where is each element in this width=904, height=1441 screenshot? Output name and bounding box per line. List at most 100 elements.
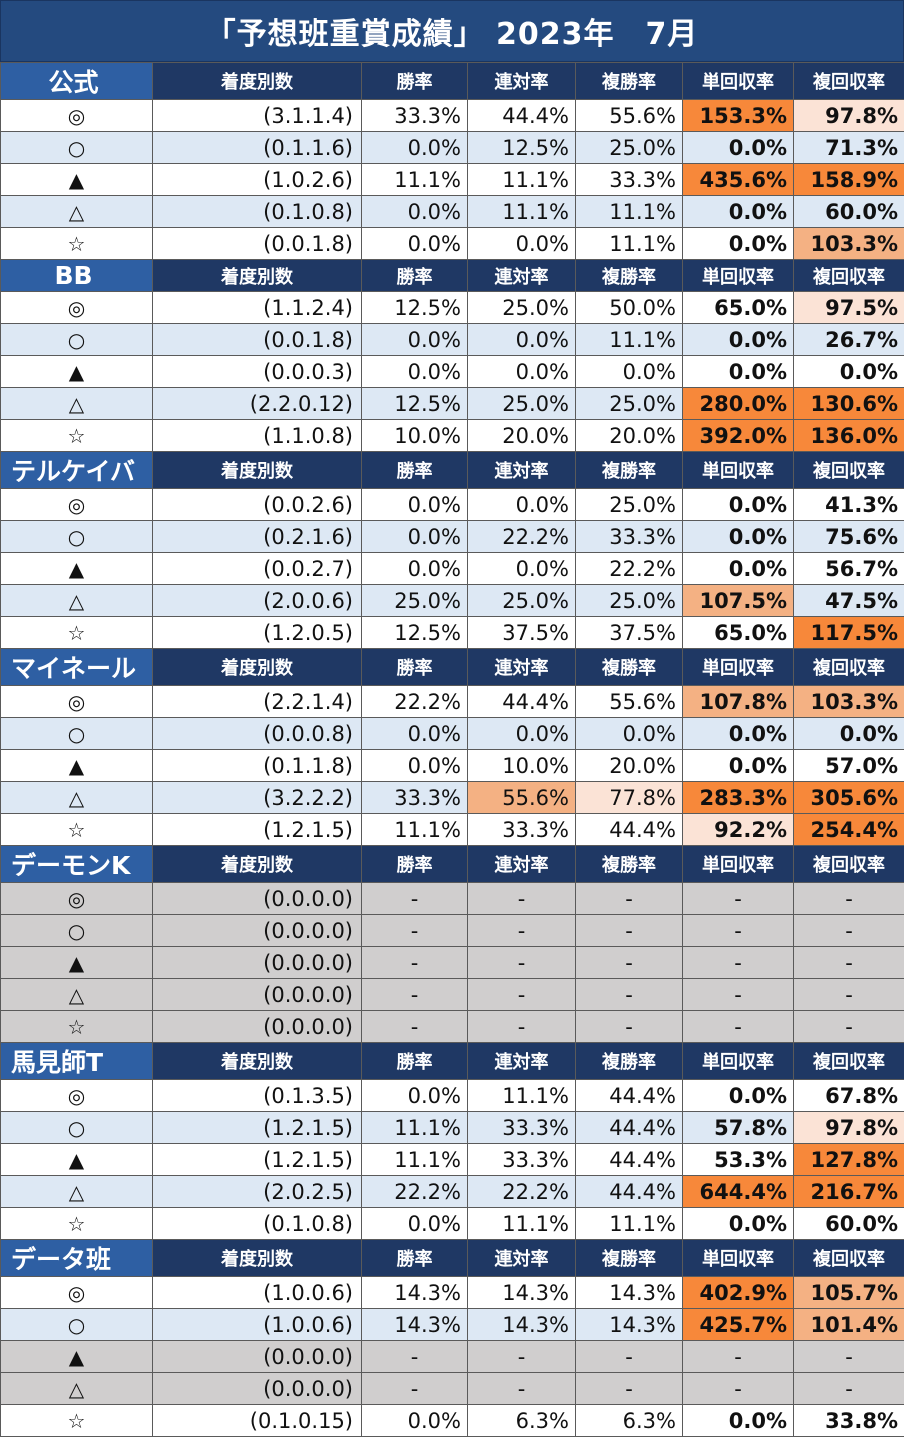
show-rate-cell: 50.0% <box>575 291 683 324</box>
win-rate-cell: 22.2% <box>361 1175 468 1208</box>
show-return-cell: 97.5% <box>793 291 904 324</box>
win-rate-cell: 0.0% <box>361 552 468 585</box>
group-header-row: データ班 着度別数 勝率 連対率 複勝率 単回収率 複回収率 <box>0 1239 904 1277</box>
table-row: ◎ (1.1.2.4) 12.5% 25.0% 50.0% 65.0% 97.5% <box>0 291 904 324</box>
show-rate-cell: 44.4% <box>575 1175 683 1208</box>
group-name: マイネール <box>0 648 153 686</box>
show-return-cell: 0.0% <box>793 717 904 750</box>
group-name: データ班 <box>0 1239 153 1277</box>
header-win-return: 単回収率 <box>682 845 794 883</box>
win-rate-cell: 0.0% <box>361 749 468 782</box>
show-return-cell: 103.3% <box>793 227 904 260</box>
show-return-cell: 216.7% <box>793 1175 904 1208</box>
table-row: ○ (0.1.1.6) 0.0% 12.5% 25.0% 0.0% 71.3% <box>0 131 904 164</box>
record-cell: (2.2.0.12) <box>152 387 362 420</box>
show-rate-cell: 25.0% <box>575 131 683 164</box>
win-return-cell: - <box>682 978 794 1011</box>
show-rate-cell: 6.3% <box>575 1404 683 1437</box>
place-rate-cell: - <box>467 1010 576 1043</box>
mark-cell: △ <box>0 1175 153 1208</box>
record-cell: (0.0.0.0) <box>152 1340 362 1373</box>
record-cell: (1.1.0.8) <box>152 419 362 452</box>
show-rate-cell: 22.2% <box>575 552 683 585</box>
win-return-cell: 0.0% <box>682 520 794 553</box>
place-rate-cell: - <box>467 978 576 1011</box>
show-return-cell: 117.5% <box>793 616 904 649</box>
show-return-cell: 103.3% <box>793 685 904 718</box>
header-show-return: 複回収率 <box>793 648 904 686</box>
show-return-cell: 47.5% <box>793 584 904 617</box>
show-return-cell: 0.0% <box>793 355 904 388</box>
header-record: 着度別数 <box>152 1042 362 1080</box>
header-show-rate: 複勝率 <box>575 1239 683 1277</box>
show-rate-cell: 33.3% <box>575 520 683 553</box>
header-place-rate: 連対率 <box>467 845 576 883</box>
header-win-return: 単回収率 <box>682 648 794 686</box>
header-win-rate: 勝率 <box>361 451 468 489</box>
header-record: 着度別数 <box>152 451 362 489</box>
show-rate-cell: 11.1% <box>575 227 683 260</box>
place-rate-cell: 44.4% <box>467 99 576 132</box>
show-return-cell: 254.4% <box>793 813 904 846</box>
win-return-cell: 107.5% <box>682 584 794 617</box>
place-rate-cell: 33.3% <box>467 1111 576 1144</box>
mark-cell: △ <box>0 1372 153 1405</box>
show-rate-cell: - <box>575 946 683 979</box>
win-rate-cell: 0.0% <box>361 227 468 260</box>
header-win-return: 単回収率 <box>682 62 794 100</box>
header-show-rate: 複勝率 <box>575 259 683 292</box>
win-return-cell: - <box>682 1340 794 1373</box>
table-row: ▲ (0.1.1.8) 0.0% 10.0% 20.0% 0.0% 57.0% <box>0 749 904 782</box>
record-cell: (3.2.2.2) <box>152 781 362 814</box>
place-rate-cell: 20.0% <box>467 419 576 452</box>
win-return-cell: 0.0% <box>682 323 794 356</box>
group-header-row: テルケイバ 着度別数 勝率 連対率 複勝率 単回収率 複回収率 <box>0 451 904 489</box>
win-rate-cell: 0.0% <box>361 355 468 388</box>
show-return-cell: 67.8% <box>793 1079 904 1112</box>
win-rate-cell: 0.0% <box>361 717 468 750</box>
win-return-cell: - <box>682 914 794 947</box>
record-cell: (0.0.0.0) <box>152 1372 362 1405</box>
win-return-cell: 425.7% <box>682 1308 794 1341</box>
table-row: ◎ (0.1.3.5) 0.0% 11.1% 44.4% 0.0% 67.8% <box>0 1079 904 1112</box>
show-rate-cell: 14.3% <box>575 1308 683 1341</box>
win-rate-cell: 33.3% <box>361 99 468 132</box>
win-return-cell: 0.0% <box>682 488 794 521</box>
header-place-rate: 連対率 <box>467 648 576 686</box>
header-record: 着度別数 <box>152 845 362 883</box>
header-win-rate: 勝率 <box>361 1239 468 1277</box>
table-row: ☆ (1.2.0.5) 12.5% 37.5% 37.5% 65.0% 117.5% <box>0 616 904 649</box>
mark-cell: ▲ <box>0 749 153 782</box>
win-return-cell: 435.6% <box>682 163 794 196</box>
group-name: 馬見師T <box>0 1042 153 1080</box>
win-rate-cell: - <box>361 1340 468 1373</box>
record-cell: (0.0.0.8) <box>152 717 362 750</box>
header-win-return: 単回収率 <box>682 1042 794 1080</box>
place-rate-cell: 11.1% <box>467 1079 576 1112</box>
record-cell: (1.0.2.6) <box>152 163 362 196</box>
table-row: ○ (0.2.1.6) 0.0% 22.2% 33.3% 0.0% 75.6% <box>0 520 904 553</box>
win-rate-cell: 12.5% <box>361 387 468 420</box>
page-title: 「予想班重賞成績」 2023年 7月 <box>0 0 904 62</box>
place-rate-cell: 11.1% <box>467 163 576 196</box>
place-rate-cell: 10.0% <box>467 749 576 782</box>
table-row: ▲ (1.0.2.6) 11.1% 11.1% 33.3% 435.6% 158.9% <box>0 163 904 196</box>
show-rate-cell: - <box>575 914 683 947</box>
win-return-cell: 57.8% <box>682 1111 794 1144</box>
table-row: ☆ (1.1.0.8) 10.0% 20.0% 20.0% 392.0% 136.0% <box>0 419 904 452</box>
win-return-cell: 0.0% <box>682 1079 794 1112</box>
win-rate-cell: - <box>361 914 468 947</box>
header-place-rate: 連対率 <box>467 1042 576 1080</box>
place-rate-cell: 14.3% <box>467 1276 576 1309</box>
show-rate-cell: 25.0% <box>575 387 683 420</box>
place-rate-cell: - <box>467 882 576 915</box>
show-return-cell: 101.4% <box>793 1308 904 1341</box>
table-row: ☆ (1.2.1.5) 11.1% 33.3% 44.4% 92.2% 254.4% <box>0 813 904 846</box>
place-rate-cell: 12.5% <box>467 131 576 164</box>
win-rate-cell: 14.3% <box>361 1308 468 1341</box>
table-row: ◎ (0.0.2.6) 0.0% 0.0% 25.0% 0.0% 41.3% <box>0 488 904 521</box>
win-rate-cell: 11.1% <box>361 813 468 846</box>
table-row: ○ (0.0.0.0) - - - - - <box>0 914 904 947</box>
win-rate-cell: 0.0% <box>361 1207 468 1240</box>
show-return-cell: 60.0% <box>793 1207 904 1240</box>
